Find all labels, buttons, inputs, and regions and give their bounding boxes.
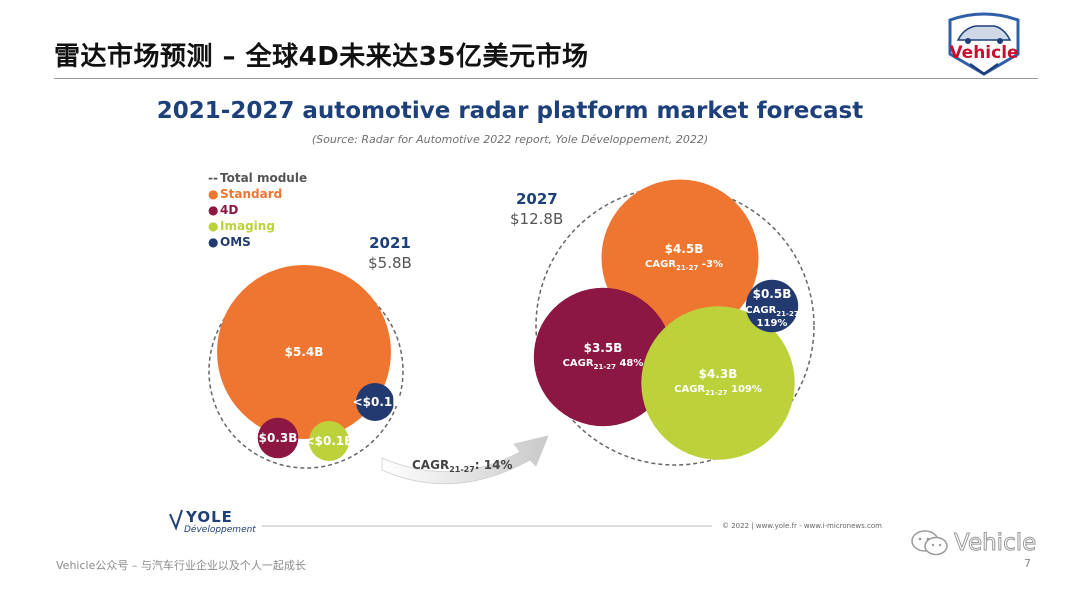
- yole-logo-name: YOLE: [185, 508, 233, 526]
- legend-item-4d: ● 4D: [208, 202, 307, 218]
- yole-mark-icon: [169, 509, 183, 531]
- legend-dot-icon: ●: [208, 203, 219, 217]
- wechat-icon: [911, 530, 948, 556]
- cagr-label-imaging: CAGR21-27 109%: [674, 384, 762, 397]
- bubble-oms-2021: [356, 383, 394, 421]
- data-label-oms: $0.5B: [753, 287, 792, 301]
- bubble-standard-2021: [217, 265, 391, 439]
- data-label-standard: $4.5B: [665, 242, 704, 256]
- year-total: $5.8B: [368, 254, 412, 272]
- cagr-label-oms: CAGR21-27: [745, 305, 799, 318]
- cagr-subscript: 21-27: [594, 363, 617, 371]
- chart-source: (Source: Radar for Automotive 2022 repor…: [311, 133, 709, 146]
- legend-item-standard: ● Standard: [208, 186, 307, 202]
- year-label: 2021: [369, 234, 411, 252]
- cagr-text: CAGR: [674, 384, 705, 395]
- legend-label: Standard: [220, 187, 283, 201]
- overall-cagr-label: CAGR21-27: 14%: [412, 458, 512, 474]
- cagr-subscript: 21-27: [449, 465, 475, 474]
- cagr-text: CAGR: [412, 458, 449, 472]
- year-label: 2027: [516, 190, 558, 208]
- cagr-subscript: 21-27: [676, 264, 699, 272]
- cagr-value: -3%: [698, 259, 723, 270]
- cagr-subscript: 21-27: [705, 389, 728, 397]
- cagr-label-standard: CAGR21-27 -3%: [645, 259, 723, 272]
- cagr-arrow: CAGR21-27: 14%: [381, 435, 549, 485]
- bubble-imaging-2021: [309, 421, 349, 461]
- cagr-text: CAGR: [563, 358, 594, 369]
- legend-label: Imaging: [220, 219, 275, 233]
- cagr-arrow-icon: [381, 435, 549, 485]
- slide-title: 雷达市场预测 – 全球4D未来达35亿美元市场: [54, 42, 589, 72]
- legend-dot-icon: ●: [208, 187, 219, 201]
- watermark-text: Vehicle: [953, 530, 1037, 557]
- legend-dot-icon: ●: [208, 235, 219, 249]
- legend-dot-icon: ●: [208, 219, 219, 233]
- legend-label: 4D: [220, 203, 239, 217]
- page-number: 7: [1024, 557, 1031, 570]
- bubble-oms-2027: [745, 279, 799, 333]
- cagr-label-4d: CAGR21-27 48%: [563, 358, 644, 371]
- data-label-imaging: $4.3B: [699, 367, 738, 381]
- cagr-value-oms: 119%: [757, 318, 788, 329]
- bubble-4d-2021: [257, 417, 299, 459]
- logo-chevron-icon: [969, 62, 999, 76]
- legend-item-total-module: -- Total module: [208, 170, 307, 186]
- vehicle-logo: Vehicle: [948, 12, 1020, 76]
- data-label-4d: $0.3B: [259, 431, 298, 445]
- bubble-4d-2027: [533, 287, 673, 427]
- cagr-value: 109%: [728, 384, 762, 395]
- data-label-imaging: <$0.1B: [305, 434, 354, 448]
- logo-car-icon: [956, 25, 1012, 41]
- legend-label: OMS: [220, 235, 251, 249]
- logo-text: Vehicle: [949, 43, 1018, 63]
- logo-wheel-icon: [997, 38, 1003, 44]
- copyright-text: © 2022 | www.yole.fr - www.i-micronews.c…: [722, 522, 882, 530]
- footer-text: Vehicle公众号 – 与汽车行业企业以及个人一起成长: [56, 559, 306, 572]
- chart-legend: -- Total module ● Standard ● 4D ● Imaging ● OMS: [208, 170, 307, 250]
- data-label-oms: <$0.1B: [353, 395, 402, 409]
- legend-dash-icon: --: [208, 171, 218, 185]
- cagr-text: CAGR: [745, 305, 776, 316]
- legend-label: Total module: [220, 171, 308, 185]
- yole-logo-sub: Développement: [184, 524, 256, 535]
- cagr-value: 48%: [616, 358, 643, 369]
- logo-wheel-icon: [965, 38, 971, 44]
- data-label-4d: $3.5B: [584, 341, 623, 355]
- wechat-watermark: Vehicle: [910, 528, 1037, 558]
- legend-item-imaging: ● Imaging: [208, 218, 307, 234]
- year-group-2021: 2021 $5.8B $5.4B $0.3B <$0.1B <$0.1B: [208, 234, 412, 469]
- bubble-standard-2027: [601, 179, 759, 337]
- legend-item-oms: ● OMS: [208, 234, 307, 250]
- yole-logo: YOLE Développement: [169, 508, 256, 535]
- cagr-subscript: 21-27: [776, 310, 799, 318]
- bubble-imaging-2027: [641, 306, 795, 460]
- cagr-value: : 14%: [475, 458, 513, 472]
- data-label-standard: $5.4B: [285, 345, 324, 359]
- title-divider: [54, 78, 1038, 79]
- cagr-text: CAGR: [645, 259, 676, 270]
- chart-title: 2021-2027 automotive radar platform mark…: [156, 98, 864, 124]
- year-total: $12.8B: [510, 210, 563, 228]
